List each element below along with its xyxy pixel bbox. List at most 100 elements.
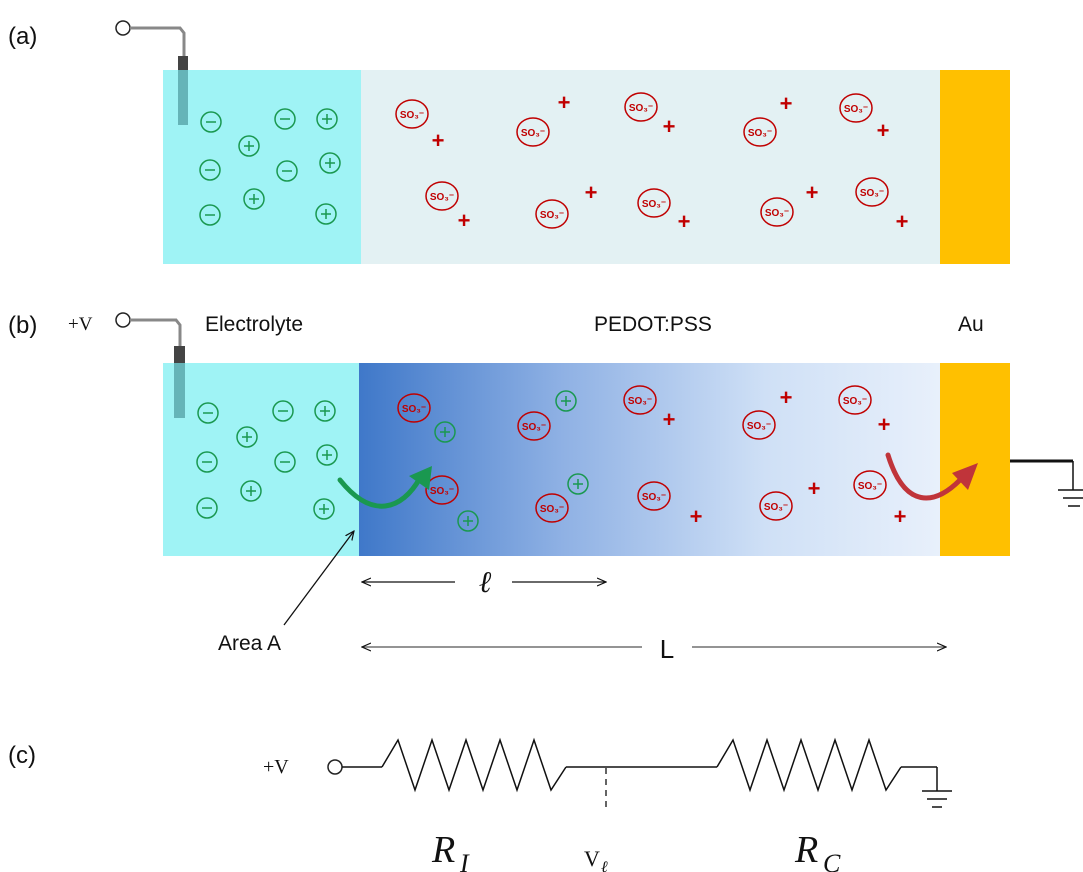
hole: + (878, 412, 891, 437)
anion (274, 108, 296, 130)
panel-a-label: (a) (8, 23, 37, 50)
RC-label: R (794, 829, 818, 871)
hole: + (663, 407, 676, 432)
RI-subscript: I (459, 849, 470, 872)
sulfonate-ion: SO₃⁻ (637, 481, 671, 511)
anion (274, 451, 296, 473)
sulfonate-ion: SO₃⁻ (397, 393, 431, 423)
hole: + (780, 385, 793, 410)
hole: + (894, 504, 907, 529)
svg-text:SO₃⁻: SO₃⁻ (628, 396, 652, 407)
equivalent-circuit (327, 737, 952, 808)
sulfonate-ion: SO₃⁻ (855, 177, 889, 207)
hole: + (896, 209, 909, 234)
cation (313, 498, 335, 520)
sulfonate-ion: SO₃⁻ (516, 117, 550, 147)
sulfonate-ion: SO₃⁻ (743, 117, 777, 147)
injected-cations-b (434, 390, 589, 532)
sulfonate-ion: SO₃⁻ (624, 92, 658, 122)
cation (434, 421, 456, 443)
panel-c-label: (c) (8, 742, 36, 769)
gate-electrode-b (115, 312, 185, 418)
area-pointer-arrow (283, 531, 354, 626)
svg-text:SO₃⁻: SO₃⁻ (540, 504, 564, 515)
cation (316, 108, 338, 130)
hole: + (806, 180, 819, 205)
plus-v-label-c: +V (263, 756, 289, 778)
anion (196, 451, 218, 473)
cation (319, 152, 341, 174)
ell-dimension: ℓ (362, 566, 606, 599)
svg-text:SO₃⁻: SO₃⁻ (430, 486, 454, 497)
cation (243, 188, 265, 210)
sulfonate-ion: SO₃⁻ (839, 93, 873, 123)
pedot-region-b (359, 363, 940, 556)
electrolyte-label: Electrolyte (205, 313, 303, 336)
hole: + (458, 208, 471, 233)
gate-electrode-a (115, 20, 188, 125)
terminal-b (115, 312, 131, 328)
sulfonate-ion: SO₃⁻ (425, 181, 459, 211)
holes-a: + + + + + + + + + + (432, 90, 909, 234)
RI-label: R (431, 829, 455, 871)
electrolyte-region-a (163, 70, 361, 264)
svg-text:SO₃⁻: SO₃⁻ (747, 421, 771, 432)
svg-text:SO₃⁻: SO₃⁻ (844, 104, 868, 115)
svg-text:SO₃⁻: SO₃⁻ (860, 188, 884, 199)
sulfonate-ion: SO₃⁻ (535, 493, 569, 523)
gold-electrode-a (940, 70, 1010, 264)
anion (200, 111, 222, 133)
electrolyte-ions-b (196, 400, 338, 520)
electrolyte-ions-a (199, 108, 341, 226)
sulfonate-ion: SO₃⁻ (853, 470, 887, 500)
svg-text:SO₃⁻: SO₃⁻ (748, 128, 772, 139)
cation (457, 510, 479, 532)
terminal-a (115, 20, 131, 36)
cation-injection-arrow (337, 466, 432, 509)
svg-text:SO₃⁻: SO₃⁻ (402, 404, 426, 415)
svg-text:SO₃⁻: SO₃⁻ (521, 128, 545, 139)
svg-text:SO₃⁻: SO₃⁻ (629, 103, 653, 114)
anion (276, 160, 298, 182)
hole: + (558, 90, 571, 115)
sulfonate-ions-a: SO₃⁻ SO₃⁻ SO₃⁻ SO₃⁻ SO₃⁻ SO₃⁻ SO₃⁻ SO₃⁻ … (395, 92, 889, 229)
resistor-RC (716, 737, 902, 793)
au-label: Au (958, 313, 984, 336)
svg-text:SO₃⁻: SO₃⁻ (642, 199, 666, 210)
svg-text:SO₃⁻: SO₃⁻ (642, 492, 666, 503)
hole: + (678, 209, 691, 234)
pedot-label: PEDOT:PSS (594, 313, 712, 336)
hole: + (877, 118, 890, 143)
anion (199, 204, 221, 226)
V-label: V (584, 846, 600, 871)
svg-text:SO₃⁻: SO₃⁻ (765, 208, 789, 219)
anion (196, 497, 218, 519)
hole: + (432, 128, 445, 153)
hole: + (585, 180, 598, 205)
cation (314, 400, 336, 422)
hole: + (663, 114, 676, 139)
L-dimension: L (362, 634, 946, 664)
cation (238, 135, 260, 157)
sulfonate-ion: SO₃⁻ (637, 188, 671, 218)
cation (555, 390, 577, 412)
terminal-c (327, 759, 343, 775)
sulfonate-ion: SO₃⁻ (395, 99, 429, 129)
sulfonate-ion: SO₃⁻ (838, 385, 872, 415)
svg-text:SO₃⁻: SO₃⁻ (858, 481, 882, 492)
sulfonate-ion: SO₃⁻ (425, 475, 459, 505)
pedot-region-a (361, 70, 940, 264)
svg-text:SO₃⁻: SO₃⁻ (764, 502, 788, 513)
drain-ground-b (1010, 459, 1083, 507)
sulfonate-ion: SO₃⁻ (760, 197, 794, 227)
sulfonate-ion: SO₃⁻ (759, 491, 793, 521)
RC-subscript: C (823, 849, 841, 872)
holes-b: + + + + + + (663, 385, 907, 529)
panel-b-label: (b) (8, 312, 37, 339)
cation (240, 480, 262, 502)
cation (236, 426, 258, 448)
svg-text:SO₃⁻: SO₃⁻ (522, 422, 546, 433)
hole: + (808, 476, 821, 501)
ell-label: ℓ (479, 566, 492, 599)
